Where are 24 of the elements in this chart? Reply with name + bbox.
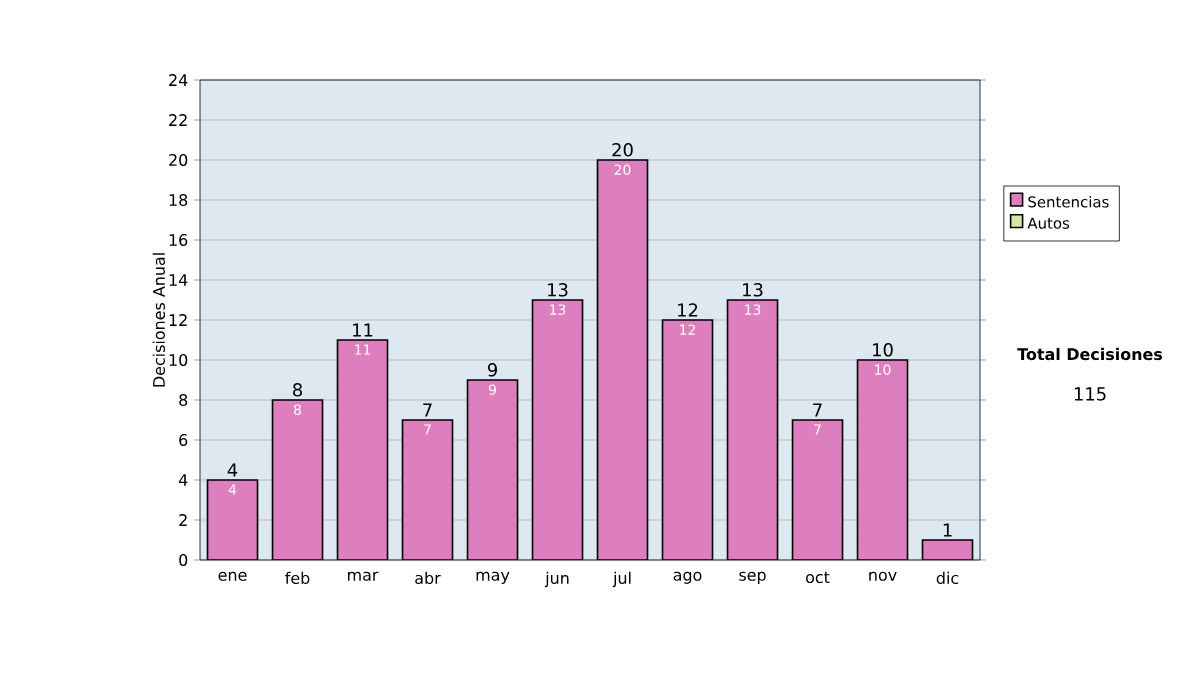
bar xyxy=(402,420,453,560)
bar xyxy=(272,400,323,560)
bar xyxy=(857,360,908,560)
total-label: 11 xyxy=(353,323,373,337)
total-label: 20 xyxy=(612,143,633,157)
total-label: 8 xyxy=(293,383,302,397)
total-label: 12 xyxy=(678,303,698,317)
text: 115 xyxy=(1074,387,1106,401)
bar xyxy=(792,420,843,560)
total-label: 13 xyxy=(548,283,568,297)
total-label: 9 xyxy=(487,363,497,377)
total-label: 10 xyxy=(873,343,893,357)
total-label: 13 xyxy=(743,283,763,297)
bar xyxy=(337,340,388,560)
total-label: 4 xyxy=(227,463,238,477)
bar xyxy=(532,300,583,560)
bar xyxy=(467,380,518,560)
bar xyxy=(597,160,648,560)
bar xyxy=(207,480,258,560)
total-label: 7 xyxy=(813,403,822,417)
bar xyxy=(727,300,778,560)
total-label: 1 xyxy=(943,523,952,537)
total-label: 7 xyxy=(423,403,432,417)
bar xyxy=(662,320,713,560)
